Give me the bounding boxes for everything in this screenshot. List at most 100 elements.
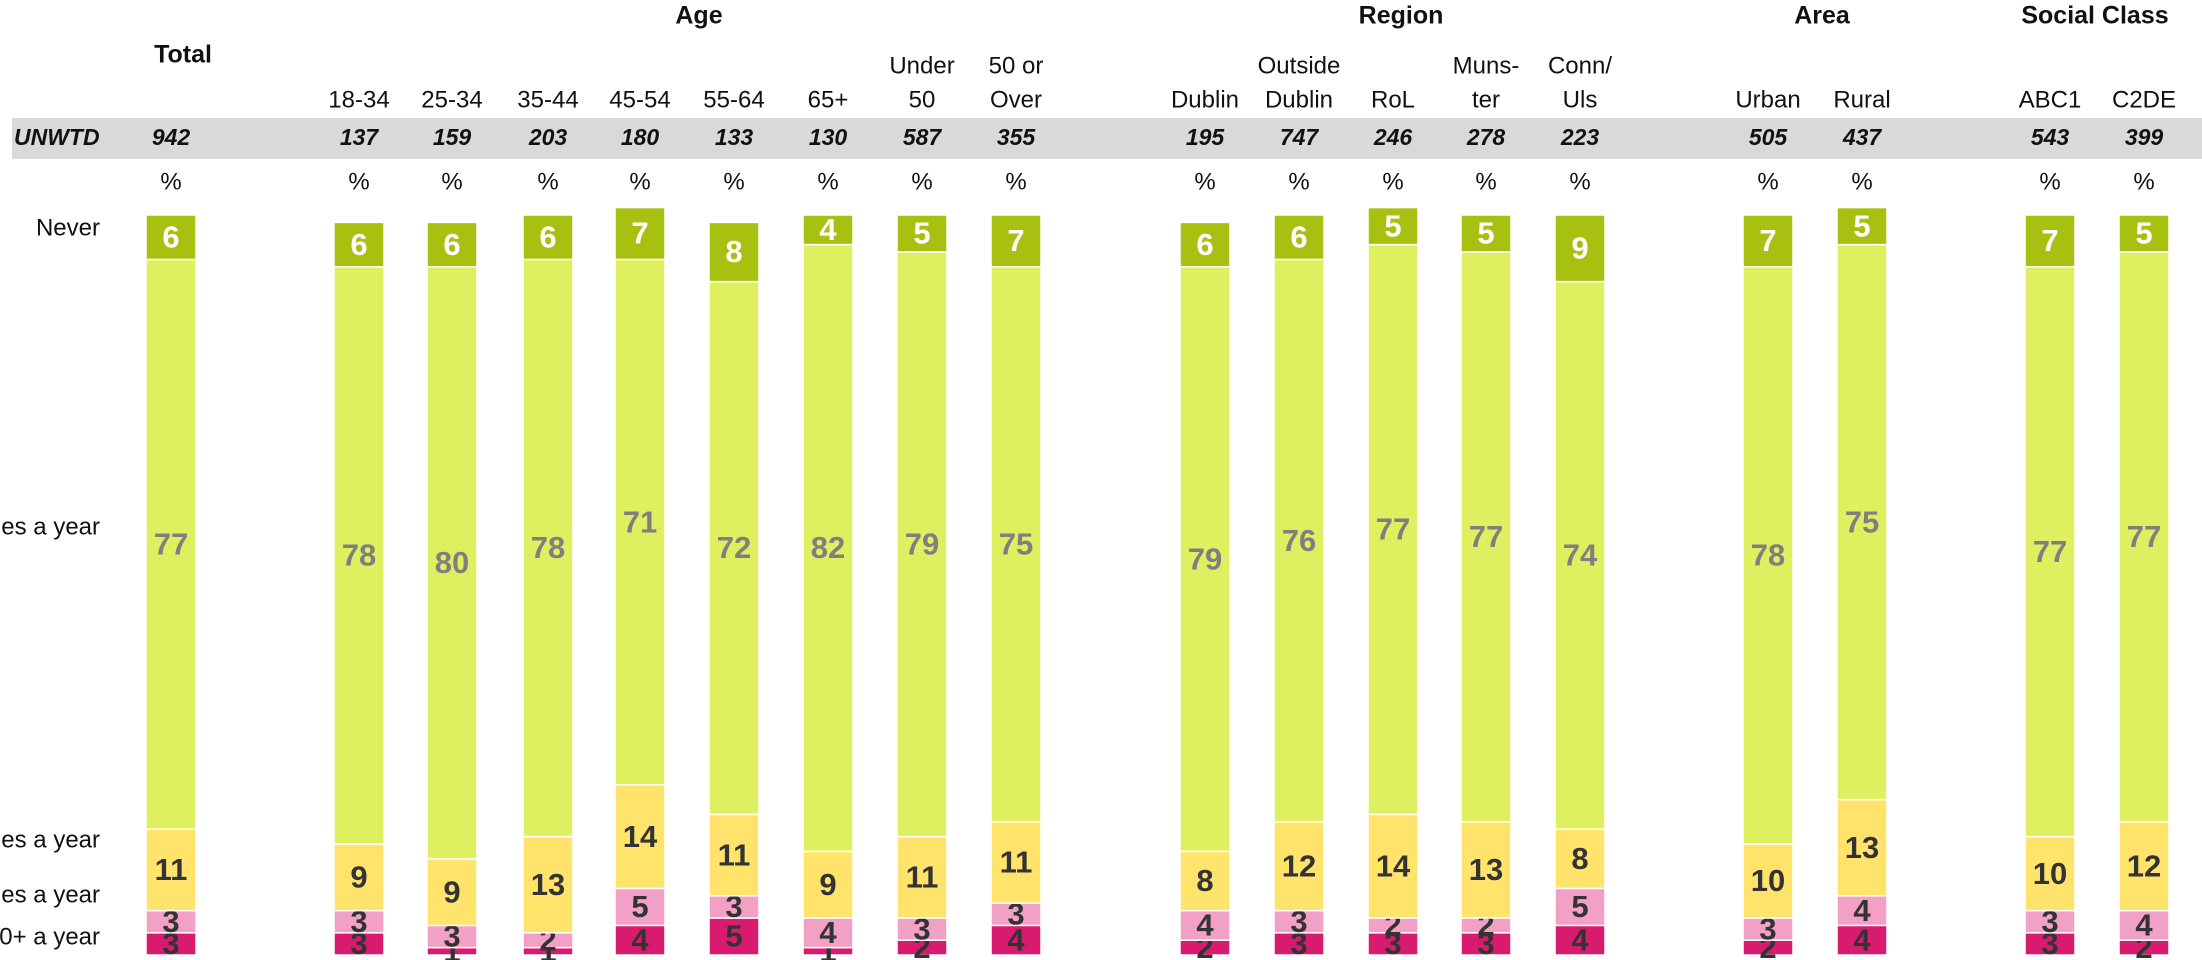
- legend-label: es a year: [1, 881, 100, 908]
- category-label: 35-44: [517, 86, 578, 113]
- percent-symbol: %: [1851, 168, 1872, 195]
- value-label: 6: [1290, 219, 1307, 254]
- bar-segment: [990, 214, 1042, 268]
- percent-symbol: %: [1382, 168, 1403, 195]
- bar-segment: [145, 214, 197, 261]
- category-label: ABC1: [2019, 86, 2082, 113]
- bar-segment: [2024, 214, 2076, 268]
- value-label: 10: [1751, 863, 1785, 898]
- value-label: 5: [1571, 889, 1588, 924]
- group-header: Social Class: [2021, 2, 2168, 30]
- bar-segment: [2024, 266, 2076, 838]
- bar-segment: [1836, 924, 1888, 956]
- bar-segment: [1836, 798, 1888, 897]
- value-label: 77: [2033, 534, 2067, 569]
- unwtd-value: 159: [433, 124, 472, 150]
- value-label: 75: [999, 526, 1033, 561]
- percent-symbol: %: [2039, 168, 2060, 195]
- value-label: 3: [1477, 926, 1494, 960]
- value-label: 8: [1571, 841, 1588, 876]
- percent-symbol: %: [629, 168, 650, 195]
- unwtd-value: 437: [1842, 124, 1883, 150]
- bar-segment: [426, 266, 478, 860]
- value-label: 5: [913, 216, 930, 251]
- unwtd-value: 223: [1560, 124, 1600, 150]
- value-label: 8: [725, 234, 742, 269]
- bar-segment: [896, 214, 948, 253]
- unwtd-value: 180: [621, 124, 660, 150]
- value-label: 4: [631, 922, 649, 957]
- bar-segment: [1554, 214, 1606, 283]
- value-label: 5: [1477, 216, 1494, 251]
- value-label: 5: [631, 889, 648, 924]
- value-label: 3: [162, 926, 179, 960]
- bar-segment: [1554, 924, 1606, 956]
- unwtd-value: 133: [715, 124, 754, 150]
- bar-segment: [614, 887, 666, 927]
- percent-symbol: %: [1475, 168, 1496, 195]
- category-label: Rural: [1833, 86, 1890, 113]
- value-label: 4: [1853, 922, 1871, 957]
- bar-segment: [1179, 221, 1231, 268]
- unwtd-value: 505: [1749, 124, 1789, 150]
- unwtd-value: 246: [1373, 124, 1413, 150]
- bar-segment: [1460, 214, 1512, 253]
- bar-segment: [522, 835, 574, 934]
- category-label: ter: [1472, 86, 1500, 113]
- value-label: 80: [435, 545, 469, 580]
- value-label: 3: [2041, 904, 2058, 939]
- bar-segment: [802, 243, 854, 853]
- percent-symbol: %: [1569, 168, 1590, 195]
- value-label: 3: [1290, 926, 1307, 960]
- value-label: 4: [1571, 922, 1589, 957]
- value-label: 11: [155, 852, 188, 887]
- bar-segment: [1367, 206, 1419, 246]
- value-label: 6: [1196, 227, 1213, 262]
- row-label: UNWTD: [14, 124, 100, 150]
- value-label: 6: [350, 227, 367, 262]
- category-label: Under: [889, 52, 954, 79]
- value-label: 11: [718, 837, 751, 872]
- bar-segment: [708, 813, 760, 897]
- bar-segment: [1554, 828, 1606, 890]
- value-label: 13: [1845, 830, 1879, 865]
- percent-symbol: %: [441, 168, 462, 195]
- percent-symbol: %: [1288, 168, 1309, 195]
- value-label: 9: [350, 859, 367, 894]
- percent-symbol: %: [817, 168, 838, 195]
- bar-segment: [333, 221, 385, 268]
- category-label: Outside: [1258, 52, 1341, 79]
- category-label: 45-54: [609, 86, 670, 113]
- bar-segment: [2118, 821, 2170, 912]
- category-label: 50 or: [989, 52, 1044, 79]
- value-label: 75: [1845, 504, 1879, 539]
- value-label: 3: [1384, 926, 1401, 960]
- category-label: Uls: [1563, 86, 1598, 113]
- value-label: 77: [154, 526, 188, 561]
- value-label: 7: [2041, 223, 2058, 258]
- value-label: 5: [1853, 208, 1870, 243]
- value-label: 14: [623, 819, 658, 854]
- unwtd-value: 399: [2125, 124, 2164, 150]
- bar-segment: [522, 258, 574, 838]
- value-label: 72: [717, 530, 751, 565]
- bar-segment: [708, 280, 760, 816]
- value-label: 3: [1007, 896, 1024, 931]
- unwtd-value: 130: [809, 124, 848, 150]
- bar-segment: [145, 828, 197, 912]
- value-label: 77: [1469, 519, 1503, 554]
- bar-segment: [614, 258, 666, 786]
- unwtd-value: 203: [528, 124, 568, 150]
- category-label: C2DE: [2112, 86, 2176, 113]
- group-header: Total: [154, 41, 212, 69]
- bar-segment: [614, 206, 666, 261]
- bar-segment: [708, 221, 760, 283]
- bar-segment: [1273, 258, 1325, 823]
- bar-segment: [1273, 214, 1325, 261]
- value-label: 4: [819, 212, 837, 247]
- value-label: 13: [1469, 852, 1503, 887]
- value-label: 4: [1196, 908, 1214, 943]
- value-label: 79: [905, 526, 939, 561]
- bar-segment: [1460, 251, 1512, 823]
- category-label: 18-34: [328, 86, 389, 113]
